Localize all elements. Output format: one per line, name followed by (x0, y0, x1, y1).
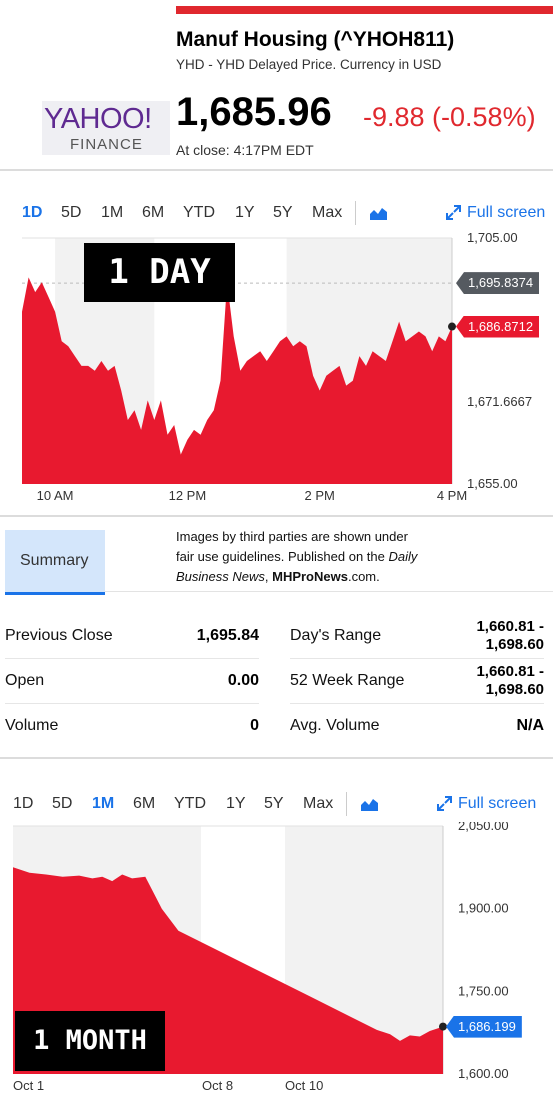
previous-close-tag: 1,695.8374 (456, 272, 540, 295)
52-week-range-value: 1,660.81 -1,698.60 (476, 663, 544, 698)
price-change: -9.88 (-0.58%) (363, 102, 536, 132)
x-tick-label: 12 PM (169, 488, 207, 503)
price-area (22, 277, 452, 484)
expand-icon[interactable] (445, 204, 462, 221)
previous-close-label: Previous Close (5, 627, 113, 644)
tab-1m[interactable]: 1M (101, 204, 124, 221)
open-label: Open (5, 672, 45, 689)
logo-wordmark: YAHOO! (44, 103, 152, 135)
y-tick-label: 1,705.00 (467, 232, 518, 245)
row-divider (5, 658, 259, 659)
divider (105, 591, 553, 592)
volume-label: Volume (5, 717, 59, 734)
row-divider (290, 703, 544, 704)
tab-max[interactable]: Max (312, 204, 343, 221)
area-chart-icon[interactable] (369, 205, 389, 221)
full-screen-button[interactable]: Full screen (467, 204, 546, 221)
tab-1y[interactable]: 1Y (235, 204, 255, 221)
divider (0, 169, 553, 171)
days-range-value: 1,660.81 -1,698.60 (476, 618, 544, 653)
x-tick-label: Oct 10 (285, 1078, 323, 1093)
open-value: 0.00 (227, 672, 259, 689)
avg-volume-label: Avg. Volume (290, 717, 380, 734)
y-tick-label: 1,600.00 (458, 1066, 509, 1081)
x-tick-label: 4 PM (437, 488, 467, 503)
y-tick-label: 1,900.00 (458, 901, 509, 916)
yahoo-finance-logo: YAHOO! FINANCE (42, 101, 170, 155)
quote-subtitle: YHD - YHD Delayed Price. Currency in USD (176, 57, 442, 72)
y-tick-label: 1,655.00 (467, 476, 518, 491)
accent-bar (176, 6, 553, 14)
toolbar-separator (346, 792, 347, 816)
tab-5d[interactable]: 5D (61, 204, 82, 221)
tab-1m[interactable]: 1M (92, 795, 115, 812)
previous-close-value: 1,695.84 (196, 627, 259, 644)
tab-5y[interactable]: 5Y (264, 795, 284, 812)
tab-5d[interactable]: 5D (52, 795, 73, 812)
one-month-stamp: 1 MONTH (15, 1011, 165, 1071)
tab-6m[interactable]: 6M (142, 204, 165, 221)
quote-title: Manuf Housing (^YHOH811) (176, 28, 455, 51)
close-time: At close: 4:17PM EDT (176, 142, 314, 158)
last-price-dot (448, 322, 456, 331)
volume-value: 0 (250, 717, 259, 734)
x-tick-label: 10 AM (37, 488, 74, 503)
last-price-tag: 1,686.199 (446, 1015, 522, 1038)
x-tick-label: 2 PM (305, 488, 335, 503)
last-price-tag: 1,686.8712 (456, 315, 540, 338)
row-divider (290, 658, 544, 659)
52-week-range-label: 52 Week Range (290, 672, 405, 689)
x-tick-label: Oct 8 (202, 1078, 233, 1093)
tab-1y[interactable]: 1Y (226, 795, 246, 812)
tab-6m[interactable]: 6M (133, 795, 156, 812)
one-day-stamp: 1 DAY (84, 243, 235, 302)
divider (0, 515, 553, 517)
toolbar-separator (355, 201, 356, 225)
tab-summary[interactable]: Summary (5, 530, 105, 595)
last-price-dot (439, 1022, 447, 1031)
tab-ytd[interactable]: YTD (174, 795, 206, 812)
tab-max[interactable]: Max (303, 795, 334, 812)
x-tick-label: Oct 1 (13, 1078, 44, 1093)
fair-use-notice: Images by third parties are shown under … (176, 529, 418, 584)
logo-subword: FINANCE (70, 136, 143, 153)
days-range-label: Day's Range (290, 627, 382, 644)
y-tick-label: 2,050.00 (458, 822, 509, 833)
tab-1d[interactable]: 1D (13, 795, 34, 812)
tab-5y[interactable]: 5Y (273, 204, 293, 221)
summary-tab-label: Summary (20, 552, 89, 569)
y-tick-label: 1,671.6667 (467, 394, 532, 409)
tab-1d[interactable]: 1D (22, 204, 43, 221)
area-chart-icon[interactable] (360, 796, 380, 812)
row-divider (5, 703, 259, 704)
expand-icon[interactable] (436, 795, 453, 812)
avg-volume-value: N/A (516, 717, 544, 734)
tab-ytd[interactable]: YTD (183, 204, 215, 221)
divider (0, 757, 553, 759)
current-price: 1,685.96 (176, 90, 332, 134)
y-tick-label: 1,750.00 (458, 983, 509, 998)
full-screen-button[interactable]: Full screen (458, 795, 537, 812)
